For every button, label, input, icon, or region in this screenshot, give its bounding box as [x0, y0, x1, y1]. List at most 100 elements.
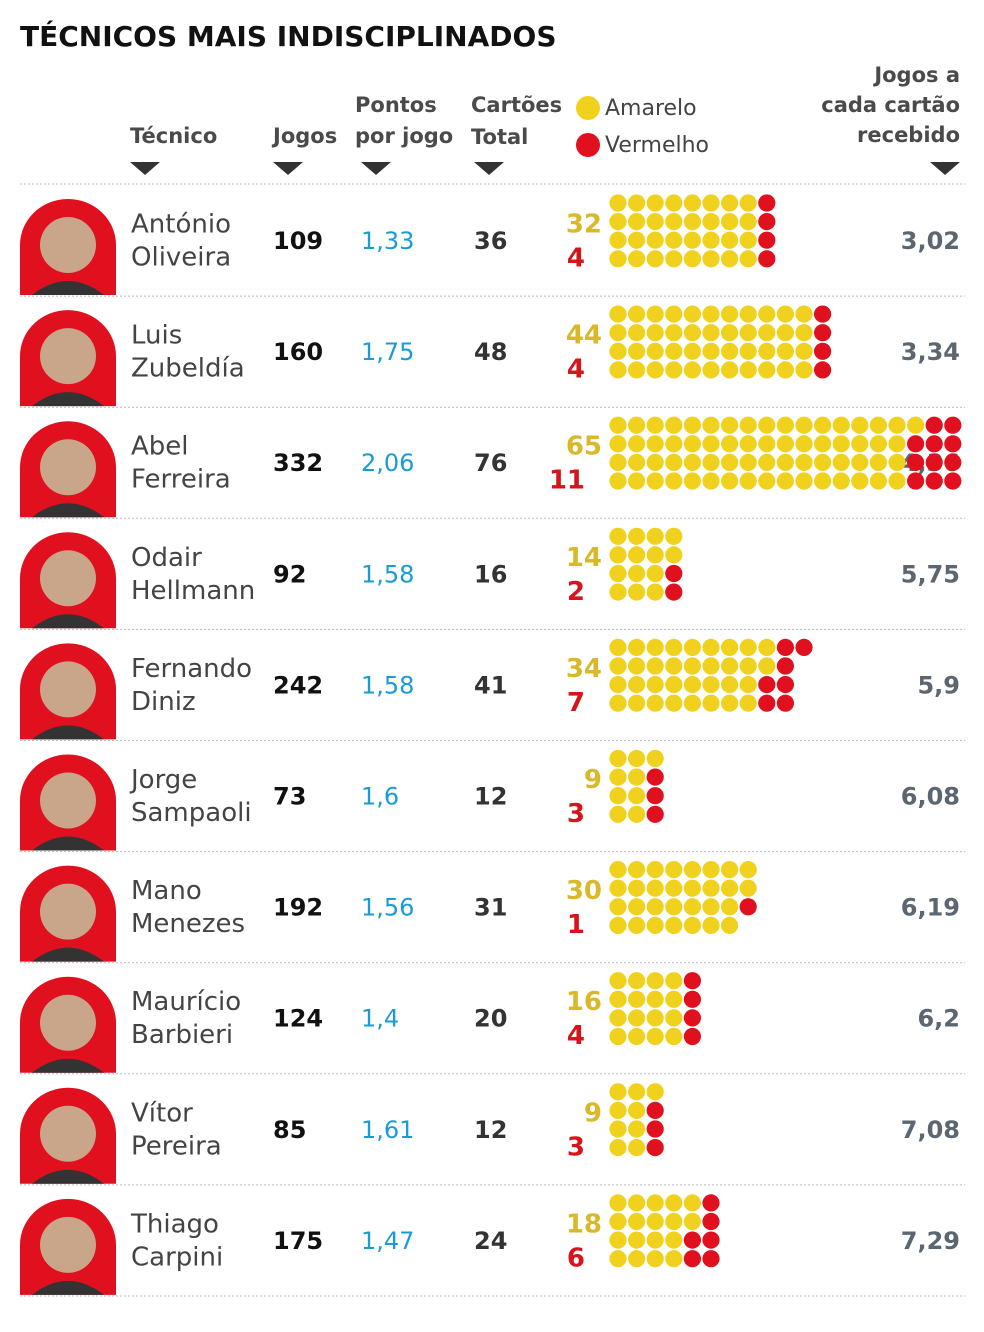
pontos: 1,58 — [361, 560, 414, 588]
card-dot — [888, 472, 906, 490]
coach-name: Zubeldía — [131, 354, 245, 384]
card-dot — [739, 324, 757, 342]
pontos: 1,33 — [361, 227, 414, 255]
photo-body — [32, 1058, 104, 1073]
header-por-cartao: cada cartão — [821, 93, 960, 117]
card-dot — [795, 324, 813, 342]
coach-name: Pereira — [131, 1131, 222, 1161]
vermelho-count: 6 — [567, 1243, 585, 1273]
card-dot — [795, 342, 813, 360]
card-dot — [646, 1250, 664, 1268]
card-dot — [609, 213, 627, 231]
card-dot — [628, 361, 646, 379]
card-dot — [628, 990, 646, 1008]
card-dot — [683, 342, 702, 360]
photo-body — [32, 947, 104, 962]
card-dot — [795, 638, 813, 657]
photo-face — [40, 439, 96, 496]
card-dot — [646, 898, 664, 916]
card-dot — [609, 749, 627, 768]
card-dot — [628, 805, 646, 823]
card-dot — [702, 1250, 720, 1268]
card-dot — [609, 1231, 627, 1249]
card-dot — [609, 898, 627, 916]
total: 41 — [474, 671, 507, 699]
photo-body — [32, 1280, 104, 1295]
card-dot — [628, 1231, 646, 1249]
card-dot — [795, 305, 813, 323]
card-dot — [721, 231, 739, 249]
card-dot — [628, 342, 646, 360]
card-dot — [646, 990, 664, 1008]
vermelho-count: 4 — [567, 1021, 585, 1051]
card-dot — [665, 916, 683, 935]
card-dot — [665, 972, 683, 990]
card-dot — [758, 342, 776, 360]
card-dot — [702, 213, 720, 231]
card-dot — [683, 1194, 702, 1212]
card-dot — [646, 213, 664, 231]
card-dot — [776, 657, 795, 675]
photo-body — [32, 725, 104, 740]
jogos-por-cartao: 3,34 — [901, 338, 960, 366]
card-dot — [646, 657, 664, 675]
card-dot — [628, 1212, 646, 1231]
jogos: 109 — [273, 227, 323, 255]
header-pontos: por jogo — [355, 124, 453, 148]
sort-arrow — [361, 162, 391, 175]
card-dot — [628, 879, 646, 897]
card-dot — [851, 435, 869, 453]
card-dot — [758, 453, 776, 471]
card-dot — [776, 361, 795, 379]
coach-name: Mano — [131, 876, 202, 906]
card-dot — [721, 694, 739, 712]
jogos: 192 — [273, 894, 323, 922]
jogos-por-cartao: 6,08 — [901, 783, 960, 811]
card-dot — [702, 231, 720, 249]
card-dot — [665, 583, 683, 601]
card-dot — [702, 898, 720, 916]
card-dot — [683, 1250, 702, 1268]
card-dot — [702, 453, 720, 471]
photo-body — [32, 1169, 104, 1184]
card-dot — [721, 342, 739, 360]
card-dot — [702, 361, 720, 379]
photo-face — [40, 661, 96, 718]
card-dot — [665, 861, 683, 879]
legend-amarelo: Amarelo — [605, 96, 697, 121]
card-dot — [683, 694, 702, 712]
coach-name: Oliveira — [131, 243, 231, 273]
card-dot — [739, 194, 757, 212]
card-dot — [646, 1009, 664, 1027]
vermelho-count: 1 — [567, 910, 585, 940]
card-dot — [683, 250, 702, 268]
card-dot — [628, 564, 646, 583]
card-dot — [702, 916, 720, 935]
card-dot — [683, 416, 702, 434]
jogos: 160 — [273, 338, 323, 366]
card-dot — [869, 416, 888, 434]
card-dot — [739, 657, 757, 675]
card-dot — [646, 583, 664, 601]
card-dot — [609, 805, 627, 823]
card-dot — [665, 213, 683, 231]
card-dot — [795, 453, 813, 471]
card-dot — [721, 879, 739, 897]
total: 24 — [474, 1227, 507, 1255]
card-dot — [814, 416, 832, 434]
pontos: 1,58 — [361, 671, 414, 699]
vermelho-count: 4 — [567, 244, 585, 274]
card-dot — [758, 676, 776, 694]
card-dot — [628, 1009, 646, 1027]
card-dot — [609, 638, 627, 657]
card-dot — [609, 324, 627, 342]
card-dot — [609, 861, 627, 879]
card-dot — [888, 453, 906, 471]
card-dot — [628, 453, 646, 471]
card-dot — [814, 472, 832, 490]
card-dot — [628, 1194, 646, 1212]
card-dot — [814, 435, 832, 453]
card-dot — [776, 342, 795, 360]
card-dot — [609, 972, 627, 990]
